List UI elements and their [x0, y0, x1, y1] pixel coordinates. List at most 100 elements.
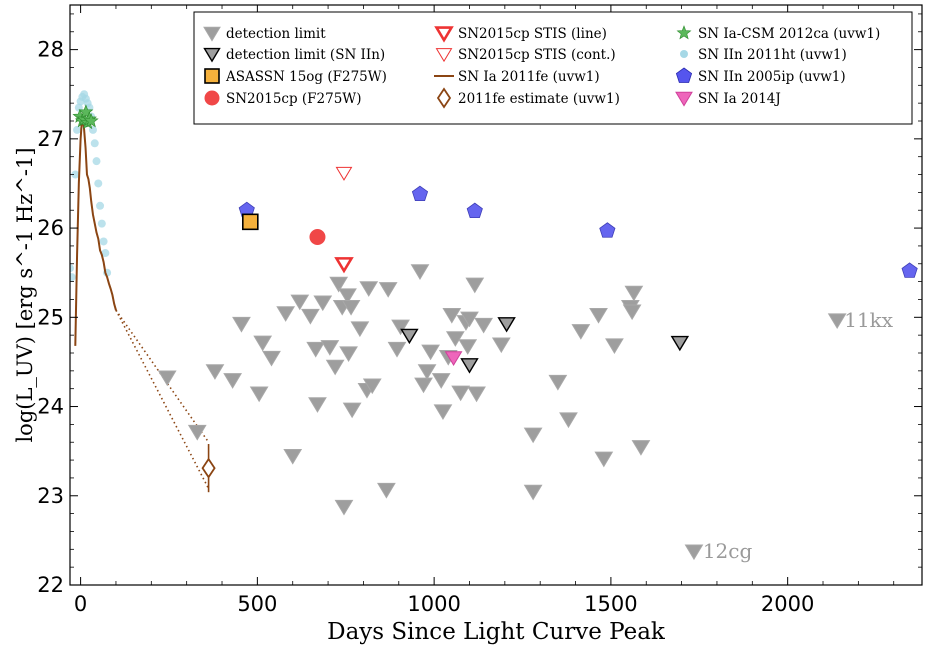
detection-limit-marker — [421, 344, 440, 361]
detection-limit-marker — [341, 299, 361, 316]
legend-marker-sn-iin-limit — [203, 47, 221, 63]
detection-limit-marker — [442, 308, 462, 324]
detection-limit-marker — [362, 378, 382, 395]
detection-limit-marker — [359, 281, 379, 297]
detection-limit-marker — [338, 288, 357, 305]
detection-limit-marker — [589, 308, 608, 324]
detection-limit-marker — [571, 324, 591, 340]
sn2011ht-point — [71, 170, 80, 179]
sn-iin-limit-marker — [400, 328, 419, 345]
sn2011fe-estimate-marker — [201, 457, 216, 479]
detection-limit-marker — [283, 448, 303, 465]
detection-limit-marker — [622, 304, 642, 321]
plot-area — [70, 90, 918, 561]
detection-limit-marker — [433, 404, 453, 421]
x-tick-label: 0 — [74, 592, 87, 616]
sn2011ht-point — [101, 249, 110, 258]
sn2011ht-point — [99, 237, 108, 246]
detection-limit-marker — [157, 370, 177, 387]
detection-limit-marker — [594, 451, 614, 468]
axis-ticks: 0 500 1000 1500 2000 22 23 24 25 26 27 28 — [37, 5, 922, 616]
legend-label: detection limit — [226, 26, 326, 42]
detection-limit-marker — [523, 484, 543, 501]
legend: detection limit detection limit (SN IIn) A… — [193, 11, 913, 125]
sn2011ht-point — [73, 125, 82, 134]
annotation-label: 11kx — [844, 308, 894, 332]
legend-label: ASASSN 15og (F275W) — [225, 69, 387, 85]
y-tick-label: 27 — [37, 127, 64, 151]
detection-limit-marker — [414, 377, 433, 394]
detection-limit-marker — [301, 308, 320, 325]
sn2011ht-point — [94, 179, 103, 188]
detection-limit-marker — [329, 276, 349, 293]
sn2011ht-point — [90, 139, 99, 148]
sn2011ht-point — [97, 219, 106, 228]
sn2011ht-point — [96, 201, 105, 210]
detection-limit-marker — [249, 386, 269, 403]
sn2015cp-f275w-point — [309, 229, 326, 245]
sn2005ip-point — [599, 222, 616, 238]
x-axis-label: Days Since Light Curve Peak — [327, 619, 666, 645]
sn2005ip-point — [466, 202, 483, 219]
asassn-15og-point — [241, 213, 259, 231]
detection-limit-marker — [458, 339, 478, 355]
detection-limit-marker — [445, 331, 465, 347]
legend-label: detection limit (SN IIn) — [226, 47, 385, 63]
sn2014j-marker — [444, 351, 463, 367]
detection-limit-marker — [467, 386, 486, 403]
detection-limit-marker — [232, 316, 251, 333]
detection-limit-marker — [523, 427, 543, 444]
detection-limit-marker — [320, 340, 340, 356]
y-tick-label: 25 — [37, 305, 64, 329]
y-tick-label: 23 — [37, 484, 64, 508]
legend-label: SN Ia 2014J — [698, 91, 781, 107]
x-tick-label: 2000 — [761, 592, 814, 616]
detection-limit-marker — [465, 277, 485, 294]
legend-marker-sn2015cp-f275w — [204, 90, 220, 106]
detection-limit-marker — [262, 350, 281, 367]
sn2005ip-point — [901, 262, 918, 278]
y-tick-label: 28 — [37, 38, 64, 62]
sn2011ht-point — [92, 157, 101, 166]
detection-limit-marker — [334, 499, 354, 516]
sn2011ht-point — [70, 264, 74, 273]
detection-limit-marker — [410, 264, 430, 280]
legend-label: SN IIn 2005ip (uvw1) — [698, 69, 846, 85]
legend-label: SN2015cp STIS (line) — [458, 26, 607, 42]
stis-cont-marker — [335, 166, 353, 181]
sn2011fe-extrapolation-line — [115, 309, 210, 489]
x-tick-label: 500 — [237, 592, 277, 616]
detection-limit-marker — [378, 282, 398, 298]
y-axis-label-text: log(L_UV) [erg s^-1 Hz^-1] — [13, 147, 37, 442]
detection-limit-marker — [290, 294, 310, 311]
sn2012ca-point — [78, 104, 94, 119]
detection-limit-marker — [491, 337, 511, 354]
detection-limit-marker — [559, 412, 578, 429]
x-tick-label: 1500 — [584, 592, 637, 616]
y-tick-label: 24 — [37, 395, 64, 419]
legend-marker-sn2014j — [675, 91, 693, 107]
detection-limit-marker — [548, 374, 568, 391]
detection-limit-marker — [308, 397, 327, 413]
detection-limit-marker — [605, 338, 624, 355]
detection-limit-marker — [827, 313, 847, 330]
sn2012ca-point — [83, 113, 99, 128]
detection-limit-marker — [342, 402, 362, 419]
legend-label: SN IIn 2011ht (uvw1) — [698, 47, 847, 63]
detection-limit-marker — [306, 341, 326, 358]
detection-limit-marker — [460, 311, 479, 328]
legend-marker-detection-limit — [203, 26, 221, 42]
legend-label: SN2015cp (F275W) — [226, 91, 361, 107]
detection-limit-marker — [276, 306, 296, 322]
y-tick-label: 22 — [37, 573, 64, 597]
y-axis-label: log(L_UV) [erg s^-1 Hz^-1] — [13, 147, 37, 442]
stis-line-marker — [334, 257, 354, 274]
detection-limit-marker — [223, 373, 243, 389]
legend-marker-stis-cont — [435, 48, 453, 63]
detection-limit-marker — [339, 346, 358, 363]
annotations: 11kx 12cg — [703, 308, 894, 563]
detection-limit-marker — [377, 482, 396, 499]
detection-limit-marker — [387, 341, 407, 358]
sn-iin-limit-marker — [497, 317, 516, 333]
